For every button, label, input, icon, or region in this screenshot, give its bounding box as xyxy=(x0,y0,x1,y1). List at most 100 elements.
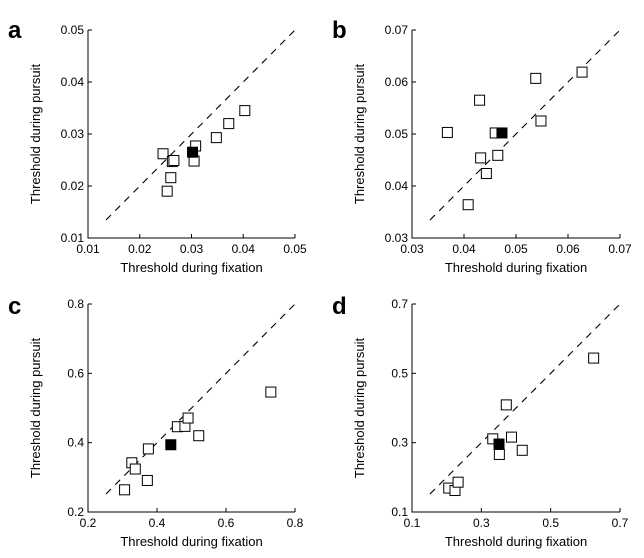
panel-b: b 0.03 0.04 0.05 0.06 0.07 0.030.040.050.060… xyxy=(332,17,632,275)
panel-d-y-axis-title: Threshold during pursuit xyxy=(352,338,367,479)
panel-b-x-axis-title: Threshold during fixation xyxy=(445,260,587,275)
panel-a-data-point xyxy=(161,185,173,197)
panel-d-x-axis-title: Threshold during fixation xyxy=(445,534,587,549)
panel-a-y-axis-title: Threshold during pursuit xyxy=(28,64,43,205)
panel-d-data-point xyxy=(452,476,464,488)
panel-b-y-tick-label: 0.04 xyxy=(385,179,409,193)
panel-d-mean-point xyxy=(493,438,505,450)
panel-c-x-tick-label: 0.8 xyxy=(287,516,304,530)
panel-a-y-tick-label: 0.05 xyxy=(61,23,85,37)
panel-a-x-axis-title: Threshold during fixation xyxy=(120,260,262,275)
panel-c-y-tick-label: 0.2 xyxy=(67,505,84,519)
panel-c-mean-point xyxy=(165,439,177,451)
panel-c-data-point xyxy=(182,412,194,424)
panel-c-x-tick-label: 0.2 xyxy=(80,516,97,530)
panel-a-x-tick-label: 0.03 xyxy=(180,242,204,256)
panel-a-data-point xyxy=(239,105,251,117)
panel-b-y-axis-title: Threshold during pursuit xyxy=(352,64,367,205)
panel-c-unity-line xyxy=(105,304,295,495)
panel-b-mean-point xyxy=(496,127,508,139)
panel-a-x-tick-label: 0.02 xyxy=(128,242,152,256)
panel-a-y-tick-label: 0.02 xyxy=(61,179,85,193)
panel-b-x-tick-label: 0.04 xyxy=(452,242,476,256)
panel-b-data-point xyxy=(530,72,542,84)
panel-d-unity-line xyxy=(429,304,620,495)
panel-b-x-tick-label: 0.03 xyxy=(400,242,424,256)
panel-d-x-tick-label: 0.1 xyxy=(404,516,421,530)
panel-b-y-ticks: 0.03 0.04 0.05 0.06 0.07 xyxy=(385,23,416,245)
panel-d-data-point xyxy=(505,431,517,443)
panel-a-unity-line xyxy=(105,30,295,221)
panel-a-data-point xyxy=(168,155,180,167)
panel-d-points xyxy=(443,352,600,497)
panel-c-x-tick-label: 0.4 xyxy=(149,516,166,530)
panel-b-unity-line xyxy=(429,30,620,221)
panel-c-x-axis-title: Threshold during fixation xyxy=(120,534,262,549)
panel-d-y-tick-label: 0.7 xyxy=(391,297,408,311)
panel-d-x-tick-label: 0.5 xyxy=(542,516,559,530)
panel-letter-b: b xyxy=(332,17,347,44)
panel-d-y-ticks: 0.1 0.3 0.5 0.7 xyxy=(391,297,416,519)
panel-c-y-tick-label: 0.8 xyxy=(67,297,84,311)
panel-c-y-tick-label: 0.4 xyxy=(67,436,84,450)
panel-b-unity-dashed-line xyxy=(429,30,620,221)
panel-a-unity-dashed-line xyxy=(105,30,295,221)
panel-a: a 0.01 0.02 0.03 0.04 0.05 0.01 0.02 0.03 0.04 0… xyxy=(8,17,307,275)
panel-a-y-tick-label: 0.01 xyxy=(61,231,85,245)
panel-a-data-point xyxy=(165,172,177,184)
panel-a-data-point xyxy=(223,118,235,130)
panel-a-y-ticks: 0.01 0.02 0.03 0.04 0.05 xyxy=(61,23,92,245)
panel-d-y-tick-label: 0.3 xyxy=(391,436,408,450)
panel-c-data-point xyxy=(119,484,131,496)
panel-a-x-tick-label: 0.05 xyxy=(283,242,307,256)
panel-letter-d: d xyxy=(332,293,347,320)
panel-d-y-tick-label: 0.1 xyxy=(391,505,408,519)
panel-b-y-tick-label: 0.06 xyxy=(385,75,409,89)
panel-b-x-tick-label: 0.05 xyxy=(504,242,528,256)
panel-b-data-point xyxy=(441,126,453,138)
panel-c-y-axis-title: Threshold during pursuit xyxy=(28,338,43,479)
panel-d-data-point xyxy=(493,448,505,460)
panel-b-x-tick-label: 0.07 xyxy=(608,242,632,256)
panel-c-y-ticks: 0.2 0.4 0.6 0.8 xyxy=(67,297,92,519)
panel-a-y-tick-label: 0.03 xyxy=(61,127,85,141)
panel-b-x-ticks: 0.03 0.04 0.05 0.06 0.07 xyxy=(400,234,632,256)
panel-b-data-point xyxy=(492,149,504,161)
panel-d: d 0.1 0.3 0.5 0.7 0.1 0.3 0.5 0.7 Threshold du… xyxy=(332,293,629,549)
panel-b-points xyxy=(441,66,588,211)
panel-b-y-tick-label: 0.05 xyxy=(385,127,409,141)
panel-d-x-tick-label: 0.3 xyxy=(473,516,490,530)
panel-letter-a: a xyxy=(8,17,22,44)
panel-d-data-point xyxy=(588,352,600,364)
panel-b-data-point xyxy=(480,168,492,180)
panel-a-mean-point xyxy=(187,146,199,158)
panel-c-data-point xyxy=(193,430,205,442)
panel-a-x-tick-label: 0.01 xyxy=(76,242,100,256)
panel-b-y-tick-label: 0.07 xyxy=(385,23,409,37)
panel-letter-c: c xyxy=(8,293,21,320)
panel-c-data-point xyxy=(142,443,154,455)
panel-c-x-ticks: 0.2 0.4 0.6 0.8 xyxy=(80,508,304,530)
panel-b-y-tick-label: 0.03 xyxy=(385,231,409,245)
panel-c-points xyxy=(119,386,277,496)
panel-a-x-ticks: 0.01 0.02 0.03 0.04 0.05 xyxy=(76,234,307,256)
panel-b-data-point xyxy=(462,199,474,211)
panel-a-data-point xyxy=(157,148,169,160)
panel-b-data-point xyxy=(474,94,486,106)
panel-d-x-ticks: 0.1 0.3 0.5 0.7 xyxy=(404,508,629,530)
panel-b-data-point xyxy=(535,115,547,127)
panel-a-data-point xyxy=(210,132,222,144)
panel-d-data-point xyxy=(516,444,528,456)
panel-c-data-point xyxy=(265,386,277,398)
panel-c-x-tick-label: 0.6 xyxy=(218,516,235,530)
panel-a-points xyxy=(157,105,251,197)
panel-c-unity-dashed-line xyxy=(105,304,295,495)
panel-c-y-tick-label: 0.6 xyxy=(67,366,84,380)
panel-c-data-point xyxy=(129,463,141,475)
panel-d-x-tick-label: 0.7 xyxy=(612,516,629,530)
panel-a-x-tick-label: 0.04 xyxy=(232,242,256,256)
panel-b-data-point xyxy=(576,66,588,78)
panel-b-x-tick-label: 0.06 xyxy=(556,242,580,256)
panel-d-unity-dashed-line xyxy=(429,304,620,495)
